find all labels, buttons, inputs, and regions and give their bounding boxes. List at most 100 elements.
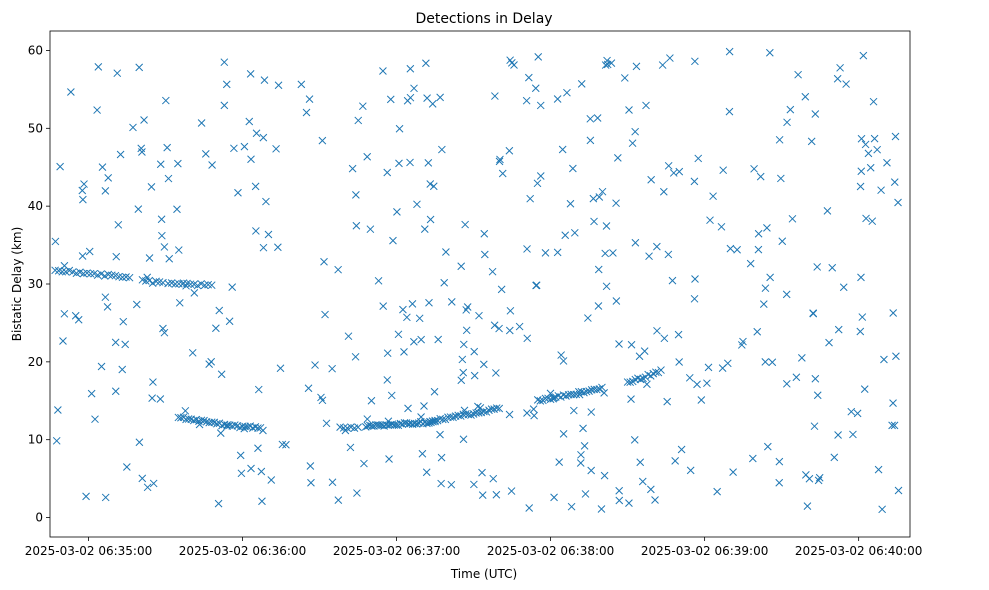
detection-point — [598, 187, 607, 196]
detection-point — [536, 101, 545, 110]
detection-point — [470, 480, 478, 489]
detection-point — [174, 159, 182, 168]
detection-point — [598, 383, 606, 392]
detection-point — [558, 145, 567, 154]
detection-point — [627, 395, 635, 403]
detection-point — [813, 263, 822, 271]
detection-point — [860, 385, 869, 393]
detection-point — [834, 431, 842, 439]
detection-point — [101, 493, 110, 502]
detection-point — [165, 254, 174, 263]
detection-point — [797, 354, 806, 362]
detection-point — [534, 53, 543, 61]
detection-point — [438, 145, 446, 154]
detection-point — [121, 340, 130, 349]
detection-point — [160, 243, 169, 251]
detection-point — [322, 419, 331, 428]
detection-point — [653, 242, 661, 251]
detection-point — [119, 317, 128, 326]
detection-point — [334, 496, 343, 504]
detection-point — [541, 248, 550, 257]
detection-point — [479, 407, 488, 416]
detection-point — [220, 58, 229, 67]
detection-point — [305, 95, 314, 103]
detection-point — [563, 88, 571, 97]
detection-point — [267, 476, 276, 484]
detection-point — [134, 205, 143, 213]
detection-point — [173, 205, 181, 214]
detection-point — [585, 387, 593, 396]
detection-point — [440, 278, 449, 287]
detection-point — [691, 275, 699, 283]
detection-point — [685, 373, 694, 382]
detection-point — [892, 352, 900, 361]
detection-point — [328, 478, 337, 487]
detection-point — [417, 335, 425, 344]
detection-point — [254, 444, 262, 453]
detection-point — [733, 245, 741, 254]
detection-point — [141, 277, 150, 285]
detection-point — [459, 435, 468, 444]
detection-point — [420, 225, 429, 233]
detection-point — [569, 406, 578, 415]
detection-point — [813, 391, 822, 400]
detection-point — [213, 419, 221, 428]
detection-point — [510, 61, 518, 69]
detection-point — [775, 135, 784, 144]
detection-point — [258, 497, 266, 506]
detection-point — [406, 64, 415, 73]
detection-point — [693, 380, 701, 389]
x-axis-label: Time (UTC) — [450, 567, 517, 581]
detection-point — [864, 149, 873, 158]
detection-point — [775, 457, 784, 466]
detection-point — [557, 351, 566, 359]
detection-point — [754, 229, 763, 238]
detection-point — [625, 106, 633, 114]
detection-point — [425, 298, 433, 307]
detection-point — [834, 325, 843, 334]
detection-point — [158, 231, 166, 240]
detection-point — [531, 84, 540, 93]
detection-point — [874, 465, 883, 474]
detection-point — [462, 306, 471, 314]
detection-point — [620, 74, 629, 82]
detection-point — [430, 387, 439, 396]
detection-point — [569, 164, 577, 173]
detection-point — [814, 476, 823, 485]
detection-point — [351, 352, 360, 361]
detection-point — [164, 174, 173, 183]
detection-point — [593, 114, 602, 122]
detection-point — [462, 326, 471, 335]
detection-point — [179, 279, 188, 287]
detection-point — [132, 300, 141, 309]
detection-point — [104, 174, 113, 182]
detection-point — [880, 355, 888, 364]
detection-point — [497, 285, 506, 294]
detection-point — [489, 474, 498, 483]
detection-point — [184, 415, 193, 423]
detection-point — [666, 54, 674, 62]
detection-point — [360, 459, 368, 468]
detection-point — [125, 273, 134, 282]
detection-point — [135, 438, 144, 447]
detection-point — [216, 429, 225, 438]
detection-point — [149, 378, 157, 386]
detection-point — [729, 468, 737, 477]
detection-point — [869, 97, 878, 106]
detection-point — [354, 116, 363, 125]
detection-point — [383, 376, 392, 384]
detection-point — [704, 363, 713, 372]
detection-point — [156, 395, 165, 403]
detection-point — [663, 397, 672, 406]
detection-point — [703, 379, 711, 388]
detection-point — [428, 99, 437, 108]
detection-point — [669, 169, 678, 177]
detection-point — [709, 192, 717, 201]
detection-point — [505, 146, 514, 155]
detection-point — [677, 445, 686, 454]
detection-point — [868, 217, 877, 226]
detection-point — [257, 467, 266, 476]
detection-point — [726, 244, 735, 253]
detection-point — [492, 404, 501, 412]
